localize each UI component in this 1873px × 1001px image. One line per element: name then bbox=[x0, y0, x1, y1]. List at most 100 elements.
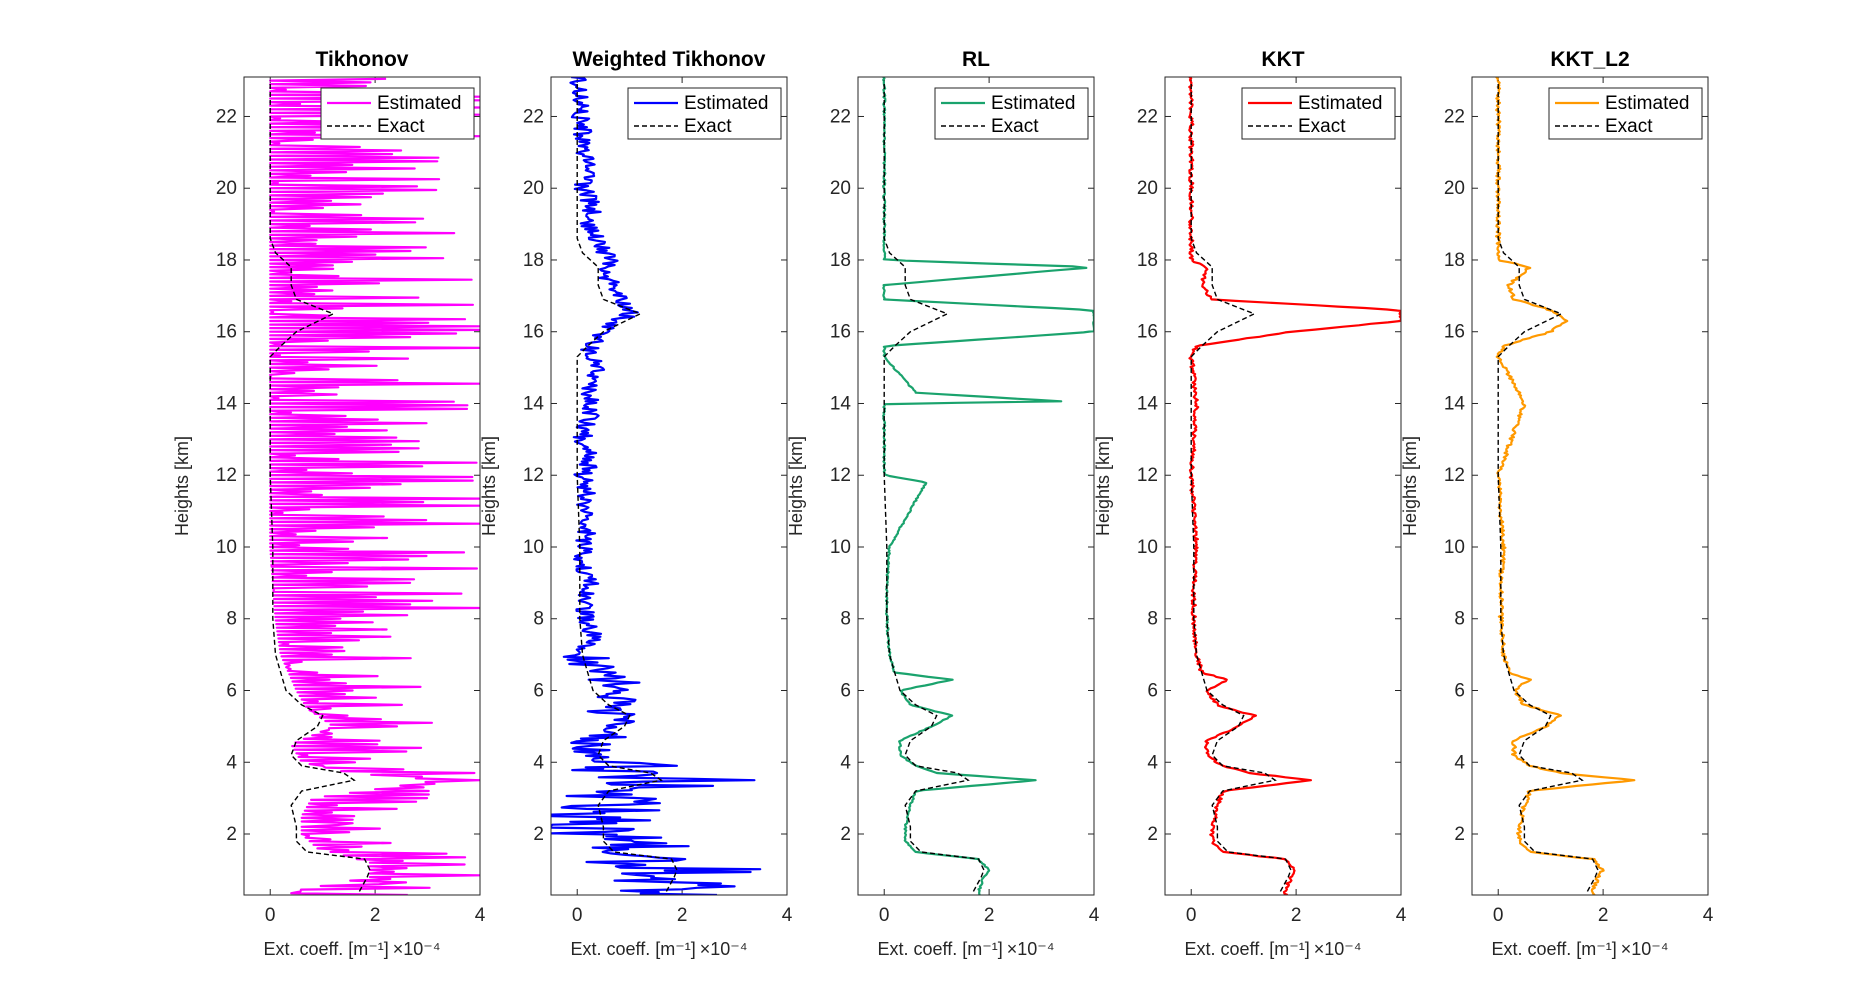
x-axis-multiplier: ×10⁻⁴ bbox=[1621, 939, 1669, 959]
x-tick-label: 2 bbox=[370, 905, 381, 926]
y-axis-label: Heights [km] bbox=[479, 436, 499, 536]
x-axis-label: Ext. coeff. [m⁻¹] ×10⁻⁴ bbox=[571, 939, 748, 959]
series-group bbox=[1188, 77, 1401, 895]
y-tick-label: 8 bbox=[226, 609, 237, 630]
y-tick-label: 20 bbox=[216, 178, 237, 199]
y-tick-label: 14 bbox=[523, 393, 545, 414]
y-tick-label: 22 bbox=[1137, 106, 1158, 127]
series-group bbox=[1494, 77, 1636, 895]
x-axis-multiplier: ×10⁻⁴ bbox=[700, 939, 748, 959]
x-tick-label: 4 bbox=[782, 905, 793, 926]
x-axis-label-text: Ext. coeff. [m⁻¹] bbox=[571, 939, 696, 959]
y-tick-label: 2 bbox=[1147, 824, 1158, 845]
panel-1: Tikhonov 2 4 6 8 10 12 14 16 18 20 22 0 2 4 Ext. coeff.… bbox=[172, 48, 486, 959]
x-axis-label-text: Ext. coeff. [m⁻¹] bbox=[264, 939, 389, 959]
legend-label-estimated: Estimated bbox=[991, 93, 1075, 114]
chart-title: Weighted Tikhonov bbox=[573, 48, 766, 71]
y-tick-label: 20 bbox=[523, 178, 544, 199]
y-tick-label: 20 bbox=[830, 178, 851, 199]
x-tick-label: 4 bbox=[1703, 905, 1714, 926]
y-tick-label: 12 bbox=[830, 465, 851, 486]
legend-box bbox=[1241, 87, 1396, 140]
legend-box bbox=[1548, 87, 1703, 140]
legend-label-estimated: Estimated bbox=[1605, 93, 1689, 114]
x-tick-label: 0 bbox=[1186, 905, 1197, 926]
estimated-line bbox=[269, 77, 480, 895]
y-tick-label: 22 bbox=[523, 106, 544, 127]
y-tick-label: 10 bbox=[1444, 537, 1465, 558]
x-axis-label-text: Ext. coeff. [m⁻¹] bbox=[1492, 939, 1617, 959]
y-tick-label: 6 bbox=[840, 681, 851, 702]
exact-line bbox=[883, 80, 985, 892]
plot-frame bbox=[550, 76, 788, 896]
legend-label-exact: Exact bbox=[1605, 116, 1653, 137]
y-tick-label: 18 bbox=[830, 250, 851, 271]
y-tick-label: 22 bbox=[1444, 106, 1465, 127]
x-tick-label: 0 bbox=[265, 905, 276, 926]
legend-box bbox=[320, 87, 475, 140]
y-tick-label: 8 bbox=[1147, 609, 1158, 630]
y-tick-label: 16 bbox=[1444, 322, 1465, 343]
legend-label-estimated: Estimated bbox=[377, 93, 461, 114]
y-tick-label: 16 bbox=[1137, 322, 1158, 343]
y-tick-label: 10 bbox=[216, 537, 237, 558]
chart-title: KKT bbox=[1261, 48, 1304, 71]
x-tick-label: 2 bbox=[1291, 905, 1302, 926]
y-tick-label: 12 bbox=[523, 465, 544, 486]
series-group bbox=[551, 77, 762, 895]
x-tick-label: 2 bbox=[677, 905, 688, 926]
legend-label-estimated: Estimated bbox=[1298, 93, 1382, 114]
plot-frame bbox=[1164, 76, 1402, 896]
y-tick-label: 14 bbox=[216, 393, 238, 414]
x-axis-multiplier: ×10⁻⁴ bbox=[1007, 939, 1055, 959]
y-tick-label: 2 bbox=[840, 824, 851, 845]
y-tick-label: 10 bbox=[1137, 537, 1158, 558]
y-tick-label: 8 bbox=[840, 609, 851, 630]
y-tick-label: 18 bbox=[523, 250, 544, 271]
y-tick-label: 6 bbox=[533, 681, 544, 702]
x-tick-label: 0 bbox=[879, 905, 890, 926]
x-tick-label: 4 bbox=[475, 905, 486, 926]
y-tick-label: 12 bbox=[1137, 465, 1158, 486]
panel-3: RL 2 4 6 8 10 12 14 16 18 20 22 0 2 4 Ext. coeff. [m⁻¹]… bbox=[786, 48, 1100, 959]
x-axis-label-text: Ext. coeff. [m⁻¹] bbox=[878, 939, 1003, 959]
y-tick-label: 18 bbox=[216, 250, 237, 271]
legend-label-exact: Exact bbox=[684, 116, 732, 137]
y-axis-label: Heights [km] bbox=[1400, 436, 1420, 536]
estimated-line bbox=[551, 77, 762, 895]
y-tick-label: 14 bbox=[1444, 393, 1466, 414]
panel-2: Weighted Tikhonov 2 4 6 8 10 12 14 16 18 20 22 0 2 4 Ex… bbox=[479, 48, 793, 959]
x-axis-label: Ext. coeff. [m⁻¹] ×10⁻⁴ bbox=[1185, 939, 1362, 959]
legend-box bbox=[934, 87, 1089, 140]
plot-area bbox=[1165, 77, 1401, 895]
y-tick-label: 6 bbox=[1454, 681, 1465, 702]
y-tick-label: 18 bbox=[1444, 250, 1465, 271]
y-tick-label: 4 bbox=[1147, 752, 1158, 773]
x-axis-label: Ext. coeff. [m⁻¹] ×10⁻⁴ bbox=[1492, 939, 1669, 959]
panel-4: KKT 2 4 6 8 10 12 14 16 18 20 22 0 2 4 Ext. coeff. [m⁻¹… bbox=[1093, 48, 1407, 959]
plot-frame bbox=[1471, 76, 1709, 896]
exact-line bbox=[576, 80, 678, 892]
x-tick-label: 0 bbox=[572, 905, 583, 926]
y-tick-label: 14 bbox=[830, 393, 852, 414]
chart-title: KKT_L2 bbox=[1550, 48, 1629, 71]
legend-label-exact: Exact bbox=[991, 116, 1039, 137]
x-axis-multiplier: ×10⁻⁴ bbox=[1314, 939, 1362, 959]
plot-frame bbox=[857, 76, 1095, 896]
y-axis-label: Heights [km] bbox=[786, 436, 806, 536]
y-tick-label: 10 bbox=[830, 537, 851, 558]
y-tick-label: 2 bbox=[533, 824, 544, 845]
plot-area bbox=[1472, 77, 1708, 895]
y-tick-label: 6 bbox=[1147, 681, 1158, 702]
y-tick-label: 16 bbox=[216, 322, 237, 343]
x-axis-label: Ext. coeff. [m⁻¹] ×10⁻⁴ bbox=[878, 939, 1055, 959]
x-tick-label: 0 bbox=[1493, 905, 1504, 926]
chart-title: Tikhonov bbox=[316, 48, 409, 71]
series-group bbox=[882, 77, 1094, 895]
y-tick-label: 20 bbox=[1137, 178, 1158, 199]
x-tick-label: 4 bbox=[1396, 905, 1407, 926]
